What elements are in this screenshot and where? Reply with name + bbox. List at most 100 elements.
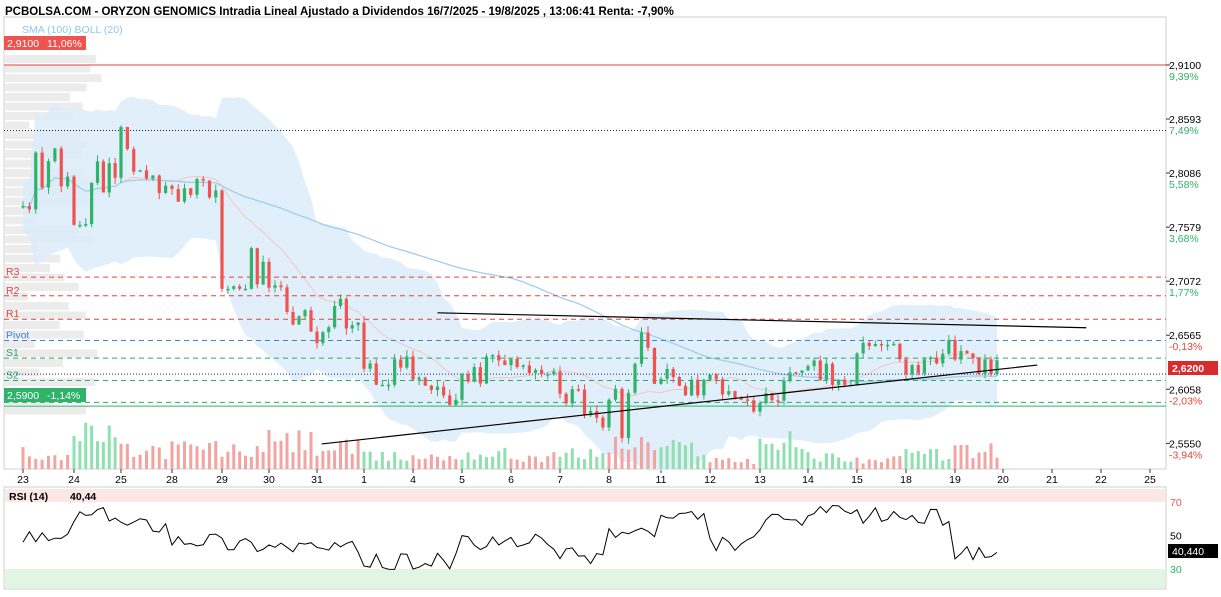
volume-bar xyxy=(916,451,920,469)
candle-body xyxy=(40,152,44,188)
candle-body xyxy=(399,359,403,368)
x-tick-label: 19 xyxy=(949,474,961,486)
rsi-overbought-zone xyxy=(5,489,1165,502)
volume-bar xyxy=(497,451,501,469)
candle-body xyxy=(837,379,841,385)
candle-body xyxy=(297,316,301,325)
candle-body xyxy=(540,369,544,375)
volume-profile-bar xyxy=(5,283,79,291)
volume-bar xyxy=(696,456,700,469)
volume-bar xyxy=(362,451,366,469)
volume-profile-bar xyxy=(5,64,91,73)
candle-body xyxy=(971,353,975,359)
candle-body xyxy=(873,343,877,347)
candle-body xyxy=(515,358,519,368)
candle-body xyxy=(267,261,271,288)
volume-bar xyxy=(350,453,354,469)
volume-bar xyxy=(101,442,105,469)
volume-bar xyxy=(867,459,871,469)
candle-body xyxy=(947,339,951,354)
x-tick-label: 18 xyxy=(900,474,912,486)
volume-bar xyxy=(892,456,896,469)
volume-profile-bar xyxy=(5,121,30,130)
rsi-line xyxy=(22,504,998,570)
candle-body xyxy=(843,379,847,385)
candle-body xyxy=(113,163,117,178)
volume-bar xyxy=(671,439,675,469)
chart-title: PCBOLSA.COM - ORYZON GENOMICS Intradia L… xyxy=(5,6,674,18)
volume-bar xyxy=(472,459,476,469)
candle-body xyxy=(454,399,458,405)
volume-bar xyxy=(72,435,76,469)
volume-bar xyxy=(220,456,224,469)
x-tick-label: 11 xyxy=(656,474,667,486)
volume-bar xyxy=(812,458,816,469)
candle-body xyxy=(327,327,331,333)
volume-bar xyxy=(589,449,593,469)
volume-profile-bar xyxy=(5,292,29,301)
candle-body xyxy=(472,367,476,382)
candle-body xyxy=(72,176,76,225)
volume-bar xyxy=(714,457,718,469)
x-tick-label: 21 xyxy=(1046,474,1058,486)
candle-body xyxy=(151,175,155,179)
candle-body xyxy=(904,359,908,375)
volume-bar xyxy=(78,441,82,469)
candle-body xyxy=(683,385,688,396)
candle-body xyxy=(303,310,307,317)
candle-body xyxy=(261,261,265,285)
candle-body xyxy=(232,286,236,289)
volume-bar xyxy=(417,459,421,469)
volume-bar xyxy=(40,459,44,469)
candle-body xyxy=(362,322,366,369)
volume-bar xyxy=(387,460,390,469)
volume-bar xyxy=(534,456,537,469)
candle-body xyxy=(411,356,415,380)
candle-body xyxy=(830,363,835,385)
candle-body xyxy=(497,355,501,361)
pivot-label: S2 xyxy=(6,370,19,382)
volume-bar xyxy=(702,454,706,469)
volume-bar xyxy=(503,447,507,469)
candle-body xyxy=(119,126,123,178)
candle-body xyxy=(989,359,993,375)
candle-body xyxy=(892,343,896,346)
volume-bar xyxy=(344,439,348,469)
candle-body xyxy=(928,357,933,360)
x-tick-label: 4 xyxy=(410,474,416,486)
y-tick-label: 2,8086 xyxy=(1169,168,1201,180)
volume-bar xyxy=(521,461,525,469)
y-tick-label: 2,6565 xyxy=(1169,330,1201,342)
rsi-badge-value: 40,440 xyxy=(1172,546,1204,558)
candle-body xyxy=(393,359,397,385)
candle-body xyxy=(639,332,644,364)
volume-bar xyxy=(837,457,841,469)
volume-profile-bar xyxy=(5,254,61,263)
volume-bar xyxy=(339,442,342,469)
volume-profile-bar xyxy=(5,245,39,253)
volume-bar xyxy=(708,462,712,469)
volume-bar xyxy=(195,446,199,469)
candle-body xyxy=(491,355,495,357)
volume-bar xyxy=(640,437,643,469)
candle-body xyxy=(176,189,180,202)
candle-body xyxy=(595,411,599,418)
volume-bar xyxy=(776,449,780,469)
candle-body xyxy=(279,285,283,288)
volume-bar xyxy=(752,464,756,469)
x-tick-label: 31 xyxy=(311,474,323,486)
candle-body xyxy=(249,248,253,289)
volume-bar xyxy=(665,445,669,469)
volume-bar xyxy=(47,455,50,469)
volume-bar xyxy=(627,449,630,469)
volume-bar xyxy=(442,460,446,469)
volume-bar xyxy=(540,462,544,469)
candle-body xyxy=(677,377,681,386)
bollinger-band-area xyxy=(23,96,997,471)
volume-profile-bar xyxy=(5,302,69,310)
volume-bar xyxy=(971,458,975,469)
candle-body xyxy=(226,288,230,291)
candle-body xyxy=(214,190,218,198)
volume-bar xyxy=(690,442,694,469)
candle-body xyxy=(935,357,939,364)
